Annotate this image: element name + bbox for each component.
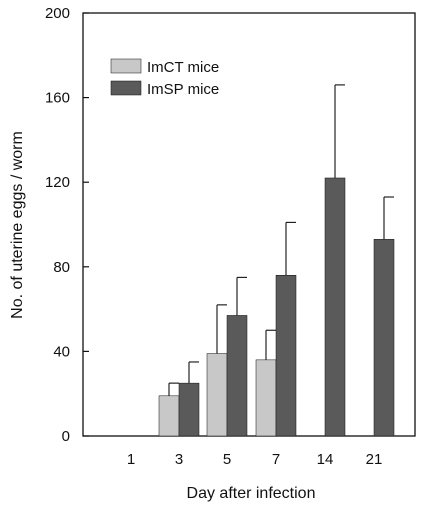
y-tick-label: 200 xyxy=(45,5,70,22)
legend-swatch xyxy=(110,58,142,74)
bar xyxy=(206,353,228,437)
bar xyxy=(255,359,277,437)
bars xyxy=(158,177,395,437)
y-tick-label: 160 xyxy=(45,90,70,107)
x-tick-label: 3 xyxy=(175,451,183,468)
y-tick-label: 80 xyxy=(53,259,70,276)
bar xyxy=(324,177,346,437)
x-axis-title: Day after infection xyxy=(187,485,316,502)
legend-swatch xyxy=(110,80,142,96)
bar xyxy=(158,395,180,437)
x-tick-label: 5 xyxy=(223,451,231,468)
x-tick-label: 7 xyxy=(272,451,280,468)
legend-label: ImSP mice xyxy=(147,81,219,98)
bar xyxy=(178,382,200,437)
legend: ImCT mice ImSP mice xyxy=(110,58,219,98)
plot-area xyxy=(82,12,416,437)
x-tick-label: 21 xyxy=(366,451,383,468)
x-tick-label: 14 xyxy=(317,451,334,468)
legend-label: ImCT mice xyxy=(147,59,219,76)
x-axis: 1 3 5 7 14 21 xyxy=(127,451,383,468)
bar xyxy=(275,275,297,437)
y-tick-label: 0 xyxy=(62,428,70,445)
y-axis: 0 40 80 120 160 200 xyxy=(45,5,89,445)
y-tick-label: 120 xyxy=(45,174,70,191)
y-axis-title: No. of uterine eggs / worm xyxy=(9,131,26,319)
bar xyxy=(226,315,248,437)
y-tick-label: 40 xyxy=(53,343,70,360)
plot-frame xyxy=(82,12,416,437)
x-tick-label: 1 xyxy=(127,451,135,468)
bar xyxy=(373,239,395,437)
error-bars xyxy=(168,84,394,396)
